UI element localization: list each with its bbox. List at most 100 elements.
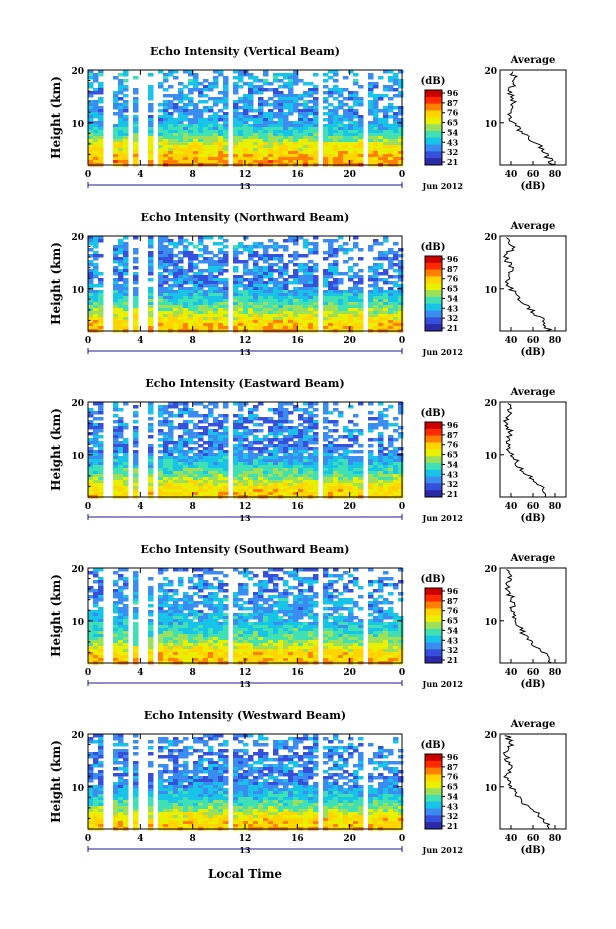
- average-x-label: (dB): [521, 679, 546, 690]
- panel-title: Echo Intensity (Westward Beam): [144, 709, 346, 722]
- panel-4: Echo Intensity (Southward Beam) 20 10 Heigh…: [49, 543, 567, 690]
- x-tick-label: 12: [239, 834, 252, 844]
- x-tick-label: 0: [85, 502, 91, 512]
- colorbar-tick-label: 54: [447, 791, 459, 801]
- x-tick-label: 4: [137, 834, 143, 844]
- colorbar-segment: [425, 256, 442, 264]
- colorbar-segment: [425, 594, 442, 602]
- colorbar-segment: [425, 310, 442, 318]
- average-title: Average: [510, 553, 556, 564]
- colorbar-segment: [425, 588, 442, 596]
- average-y-tick-label: 20: [484, 67, 497, 77]
- average-y-tick-label: 10: [484, 452, 497, 462]
- colorbar-frame: [424, 753, 443, 830]
- day-marker-label: 13: [239, 513, 251, 523]
- colorbar-tick-label: 96: [447, 420, 459, 430]
- x-tick-label: 8: [190, 668, 196, 678]
- colorbar-tick-label: 54: [447, 459, 459, 469]
- y-axis-label: Height (km): [49, 242, 63, 325]
- average-x-label: (dB): [521, 513, 546, 524]
- colorbar-segment: [425, 96, 442, 104]
- average-profile-line: [502, 735, 551, 830]
- heatmap-cells: [88, 402, 404, 499]
- panel-3: Echo Intensity (Eastward Beam) 20 10 Height…: [49, 377, 567, 524]
- average-y-tick-label: 10: [484, 286, 497, 296]
- colorbar-segment: [425, 774, 442, 782]
- date-label: Jun 2012: [422, 513, 463, 523]
- x-tick-label: 12: [239, 170, 252, 180]
- colorbar-tick-label: 65: [447, 118, 458, 128]
- colorbar-frame: [424, 587, 443, 664]
- colorbar-tick-label: 21: [447, 655, 458, 665]
- average-x-tick-label: 40: [505, 502, 518, 512]
- panels-layer: Echo Intensity (Vertical Beam) 20 10 Height…: [49, 45, 567, 856]
- colorbar-tick-label: 21: [447, 489, 458, 499]
- average-x-label: (dB): [521, 181, 546, 192]
- colorbar-segment: [425, 794, 442, 803]
- panel-1: Echo Intensity (Vertical Beam) 20 10 Height…: [49, 45, 567, 192]
- colorbar-segment: [425, 490, 442, 498]
- average-y-tick-label: 20: [484, 731, 497, 741]
- colorbar-tick-label: 21: [447, 821, 458, 831]
- colorbar-tick-label: 96: [447, 254, 459, 264]
- colorbar-tick-label: 65: [447, 450, 458, 460]
- x-tick-label: 12: [239, 502, 252, 512]
- colorbar-segment: [425, 324, 442, 332]
- x-tick-label: 16: [291, 170, 304, 180]
- panel-2: Echo Intensity (Northward Beam) 20 10 Heigh…: [49, 211, 567, 358]
- colorbar-tick-label: 32: [447, 479, 458, 489]
- colorbar-unit: (dB): [421, 242, 446, 253]
- average-y-tick-label: 10: [484, 618, 497, 628]
- colorbar-tick-label: 87: [447, 98, 458, 108]
- colorbar-segment: [425, 435, 442, 443]
- x-tick-label: 0: [85, 170, 91, 180]
- colorbar-tick-label: 87: [447, 430, 458, 440]
- x-tick-label: 0: [399, 502, 405, 512]
- colorbar-tick-label: 87: [447, 596, 458, 606]
- x-tick-label: 8: [190, 336, 196, 346]
- colorbar-segment: [425, 283, 442, 291]
- average-frame: [499, 69, 567, 166]
- average-title: Average: [510, 719, 556, 730]
- colorbar-segment: [425, 90, 442, 98]
- colorbar-tick-label: 43: [447, 801, 459, 811]
- colorbar-tick-label: 65: [447, 782, 458, 792]
- average-x-tick-label: 80: [549, 668, 562, 678]
- average-y-tick-label: 10: [484, 784, 497, 794]
- y-tick-label: 10: [71, 784, 84, 794]
- colorbar-segment: [425, 815, 442, 823]
- colorbar-segment: [425, 456, 442, 464]
- x-tick-label: 16: [291, 336, 304, 346]
- colorbar-segment: [425, 151, 442, 159]
- day-marker-label: 13: [239, 181, 251, 191]
- colorbar-tick-label: 96: [447, 586, 459, 596]
- colorbar-segment: [425, 462, 442, 471]
- colorbar-tick-label: 43: [447, 469, 459, 479]
- date-label: Jun 2012: [422, 679, 463, 689]
- panel-title: Echo Intensity (Eastward Beam): [145, 377, 344, 390]
- panel-title: Echo Intensity (Southward Beam): [141, 543, 350, 556]
- day-marker-label: 13: [239, 347, 251, 357]
- colorbar-tick-label: 96: [447, 752, 459, 762]
- colorbar-segment: [425, 290, 442, 298]
- average-x-tick-label: 60: [527, 668, 540, 678]
- x-tick-label: 16: [291, 502, 304, 512]
- colorbar-unit: (dB): [421, 408, 446, 419]
- colorbar-segment: [425, 635, 442, 643]
- average-title: Average: [510, 55, 556, 66]
- y-axis-label: Height (km): [49, 574, 63, 657]
- x-tick-label: 16: [291, 834, 304, 844]
- y-tick-label: 20: [71, 399, 84, 409]
- x-tick-label: 16: [291, 668, 304, 678]
- colorbar-tick-label: 21: [447, 323, 458, 333]
- colorbar-unit: (dB): [421, 76, 446, 87]
- colorbar-tick-label: 87: [447, 762, 458, 772]
- colorbar-segment: [425, 781, 442, 789]
- average-title: Average: [510, 221, 556, 232]
- heatmap-cells: [88, 734, 404, 831]
- colorbar-segment: [425, 656, 442, 664]
- y-axis-label: Height (km): [49, 740, 63, 823]
- colorbar-tick-label: 32: [447, 313, 458, 323]
- y-tick-label: 20: [71, 565, 84, 575]
- colorbar-tick-label: 43: [447, 303, 459, 313]
